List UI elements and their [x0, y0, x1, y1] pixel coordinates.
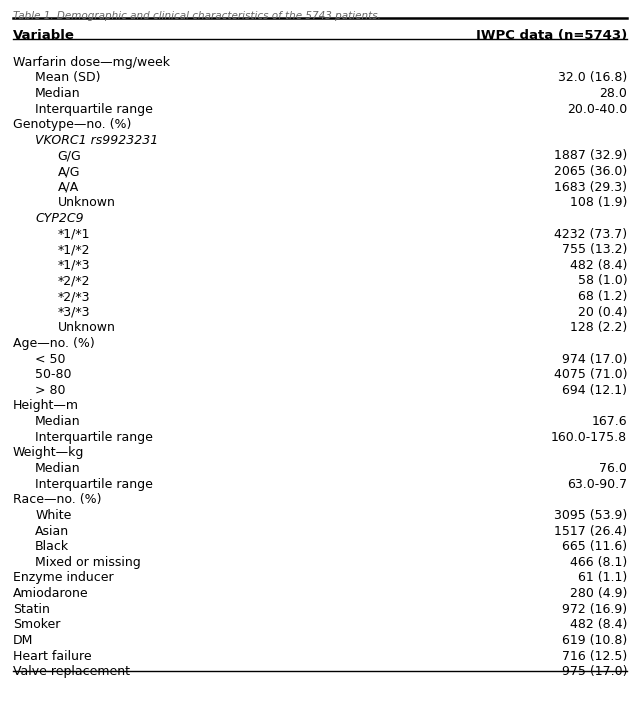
Text: Interquartile range: Interquartile range [35, 478, 153, 491]
Text: 482 (8.4): 482 (8.4) [570, 619, 627, 631]
Text: 280 (4.9): 280 (4.9) [570, 587, 627, 600]
Text: 482 (8.4): 482 (8.4) [570, 259, 627, 272]
Text: White: White [35, 509, 72, 522]
Text: Smoker: Smoker [13, 619, 60, 631]
Text: 58 (1.0): 58 (1.0) [577, 275, 627, 287]
Text: 61 (1.1): 61 (1.1) [578, 571, 627, 585]
Text: Median: Median [35, 415, 81, 428]
Text: Statin: Statin [13, 603, 50, 616]
Text: 972 (16.9): 972 (16.9) [562, 603, 627, 616]
Text: *1/*3: *1/*3 [58, 259, 90, 272]
Text: Enzyme inducer: Enzyme inducer [13, 571, 113, 585]
Text: > 80: > 80 [35, 384, 66, 397]
Text: DM: DM [13, 634, 33, 647]
Text: *1/*1: *1/*1 [58, 228, 90, 241]
Text: 20.0-40.0: 20.0-40.0 [567, 103, 627, 116]
Text: *1/*2: *1/*2 [58, 244, 90, 256]
Text: Unknown: Unknown [58, 321, 115, 334]
Text: 128 (2.2): 128 (2.2) [570, 321, 627, 334]
Text: Black: Black [35, 540, 69, 553]
Text: 1517 (26.4): 1517 (26.4) [554, 525, 627, 537]
Text: 3095 (53.9): 3095 (53.9) [554, 509, 627, 522]
Text: 755 (13.2): 755 (13.2) [562, 244, 627, 256]
Text: 974 (17.0): 974 (17.0) [562, 353, 627, 366]
Text: 32.0 (16.8): 32.0 (16.8) [558, 71, 627, 84]
Text: A/G: A/G [58, 165, 80, 178]
Text: CYP2C9: CYP2C9 [35, 212, 84, 225]
Text: Race—no. (%): Race—no. (%) [13, 494, 101, 506]
Text: 68 (1.2): 68 (1.2) [578, 290, 627, 303]
Text: *2/*3: *2/*3 [58, 290, 90, 303]
Text: Variable: Variable [13, 29, 75, 42]
Text: 716 (12.5): 716 (12.5) [562, 650, 627, 662]
Text: A/A: A/A [58, 181, 79, 193]
Text: Interquartile range: Interquartile range [35, 431, 153, 443]
Text: Median: Median [35, 462, 81, 475]
Text: 1887 (32.9): 1887 (32.9) [554, 150, 627, 162]
Text: IWPC data (n=5743): IWPC data (n=5743) [476, 29, 627, 42]
Text: Weight—kg: Weight—kg [13, 446, 84, 459]
Text: 76.0: 76.0 [599, 462, 627, 475]
Text: Asian: Asian [35, 525, 69, 537]
Text: 4232 (73.7): 4232 (73.7) [554, 228, 627, 241]
Text: Mixed or missing: Mixed or missing [35, 556, 141, 569]
Text: G/G: G/G [58, 150, 81, 162]
Text: Valve replacement: Valve replacement [13, 665, 130, 678]
Text: 167.6: 167.6 [591, 415, 627, 428]
Text: 28.0: 28.0 [599, 87, 627, 100]
Text: 4075 (71.0): 4075 (71.0) [554, 369, 627, 381]
Text: 63.0-90.7: 63.0-90.7 [567, 478, 627, 491]
Text: Median: Median [35, 87, 81, 100]
Text: 975 (17.0): 975 (17.0) [562, 665, 627, 678]
Text: 694 (12.1): 694 (12.1) [562, 384, 627, 397]
Text: 1683 (29.3): 1683 (29.3) [554, 181, 627, 193]
Text: 20 (0.4): 20 (0.4) [578, 306, 627, 318]
Text: Genotype—no. (%): Genotype—no. (%) [13, 119, 131, 131]
Text: < 50: < 50 [35, 353, 66, 366]
Text: VKORC1 rs9923231: VKORC1 rs9923231 [35, 134, 159, 147]
Text: 160.0-175.8: 160.0-175.8 [551, 431, 627, 443]
Text: Table 1. Demographic and clinical characteristics of the 5743 patients.: Table 1. Demographic and clinical charac… [13, 11, 381, 21]
Text: Warfarin dose—mg/week: Warfarin dose—mg/week [13, 56, 170, 68]
Text: Amiodarone: Amiodarone [13, 587, 88, 600]
Text: 2065 (36.0): 2065 (36.0) [554, 165, 627, 178]
Text: Age—no. (%): Age—no. (%) [13, 337, 95, 350]
Text: 665 (11.6): 665 (11.6) [562, 540, 627, 553]
Text: 466 (8.1): 466 (8.1) [570, 556, 627, 569]
Text: 619 (10.8): 619 (10.8) [562, 634, 627, 647]
Text: Interquartile range: Interquartile range [35, 103, 153, 116]
Text: Unknown: Unknown [58, 196, 115, 209]
Text: *2/*2: *2/*2 [58, 275, 90, 287]
Text: Mean (SD): Mean (SD) [35, 71, 100, 84]
Text: 50-80: 50-80 [35, 369, 72, 381]
Text: *3/*3: *3/*3 [58, 306, 90, 318]
Text: 108 (1.9): 108 (1.9) [570, 196, 627, 209]
Text: Heart failure: Heart failure [13, 650, 92, 662]
Text: Height—m: Height—m [13, 400, 79, 412]
